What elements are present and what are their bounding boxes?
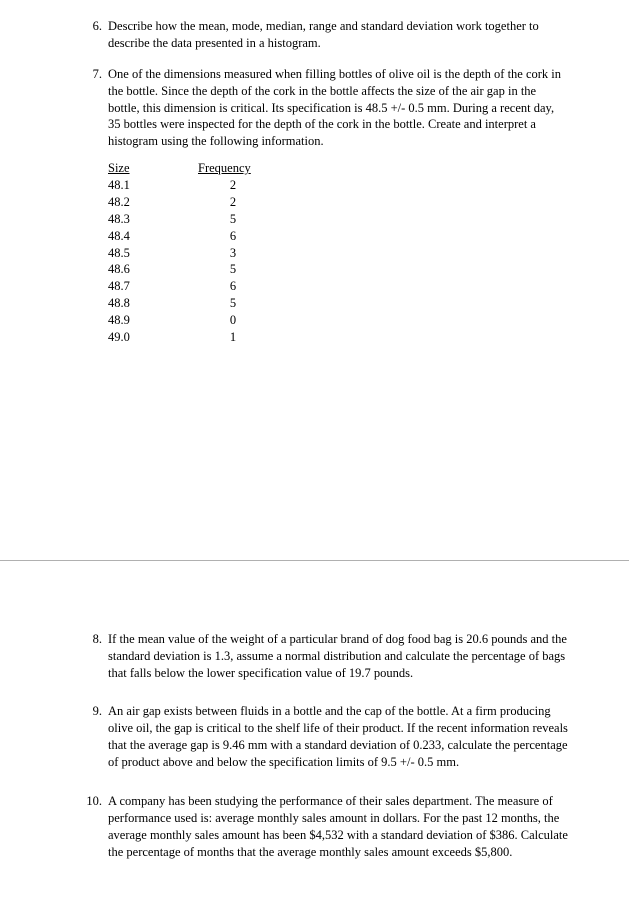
question-6-text: Describe how the mean, mode, median, ran…	[108, 18, 569, 52]
table-cell-frequency: 6	[198, 228, 268, 245]
table-cell-frequency: 3	[198, 245, 268, 262]
table-cell-frequency: 5	[198, 211, 268, 228]
question-7: 7. One of the dimensions measured when f…	[84, 66, 569, 346]
table-cell-size: 48.2	[108, 194, 198, 211]
table-cell-frequency: 0	[198, 312, 268, 329]
table-row: 48.22	[108, 194, 569, 211]
question-7-text: One of the dimensions measured when fill…	[108, 67, 561, 149]
table-row: 48.85	[108, 295, 569, 312]
question-9-text: An air gap exists between fluids in a bo…	[108, 703, 569, 771]
table-row: 48.35	[108, 211, 569, 228]
table-cell-size: 48.1	[108, 177, 198, 194]
question-6-number: 6.	[84, 18, 108, 52]
table-cell-size: 48.7	[108, 278, 198, 295]
question-8: 8. If the mean value of the weight of a …	[84, 631, 569, 682]
table-cell-frequency: 5	[198, 261, 268, 278]
table-cell-size: 48.6	[108, 261, 198, 278]
table-header-frequency: Frequency	[198, 160, 268, 177]
table-cell-size: 48.3	[108, 211, 198, 228]
question-8-number: 8.	[84, 631, 108, 682]
table-cell-frequency: 2	[198, 177, 268, 194]
question-10: 10. A company has been studying the perf…	[84, 793, 569, 861]
table-row: 48.53	[108, 245, 569, 262]
table-row: 48.46	[108, 228, 569, 245]
table-row: 48.65	[108, 261, 569, 278]
frequency-table-header: Size Frequency	[108, 160, 569, 177]
frequency-table: Size Frequency 48.1248.2248.3548.4648.53…	[108, 160, 569, 346]
table-cell-size: 49.0	[108, 329, 198, 346]
question-8-text: If the mean value of the weight of a par…	[108, 631, 569, 682]
question-10-number: 10.	[84, 793, 108, 861]
table-row: 48.90	[108, 312, 569, 329]
table-cell-frequency: 5	[198, 295, 268, 312]
table-cell-size: 48.5	[108, 245, 198, 262]
page-gap	[0, 380, 629, 560]
table-header-size: Size	[108, 160, 198, 177]
question-9: 9. An air gap exists between fluids in a…	[84, 703, 569, 771]
table-cell-frequency: 1	[198, 329, 268, 346]
question-7-number: 7.	[84, 66, 108, 346]
table-cell-size: 48.8	[108, 295, 198, 312]
question-9-number: 9.	[84, 703, 108, 771]
table-row: 48.76	[108, 278, 569, 295]
table-cell-size: 48.4	[108, 228, 198, 245]
question-7-body: One of the dimensions measured when fill…	[108, 66, 569, 346]
table-cell-frequency: 6	[198, 278, 268, 295]
question-6: 6. Describe how the mean, mode, median, …	[84, 18, 569, 52]
question-10-text: A company has been studying the performa…	[108, 793, 569, 861]
table-row: 49.01	[108, 329, 569, 346]
table-row: 48.12	[108, 177, 569, 194]
table-cell-frequency: 2	[198, 194, 268, 211]
table-cell-size: 48.9	[108, 312, 198, 329]
